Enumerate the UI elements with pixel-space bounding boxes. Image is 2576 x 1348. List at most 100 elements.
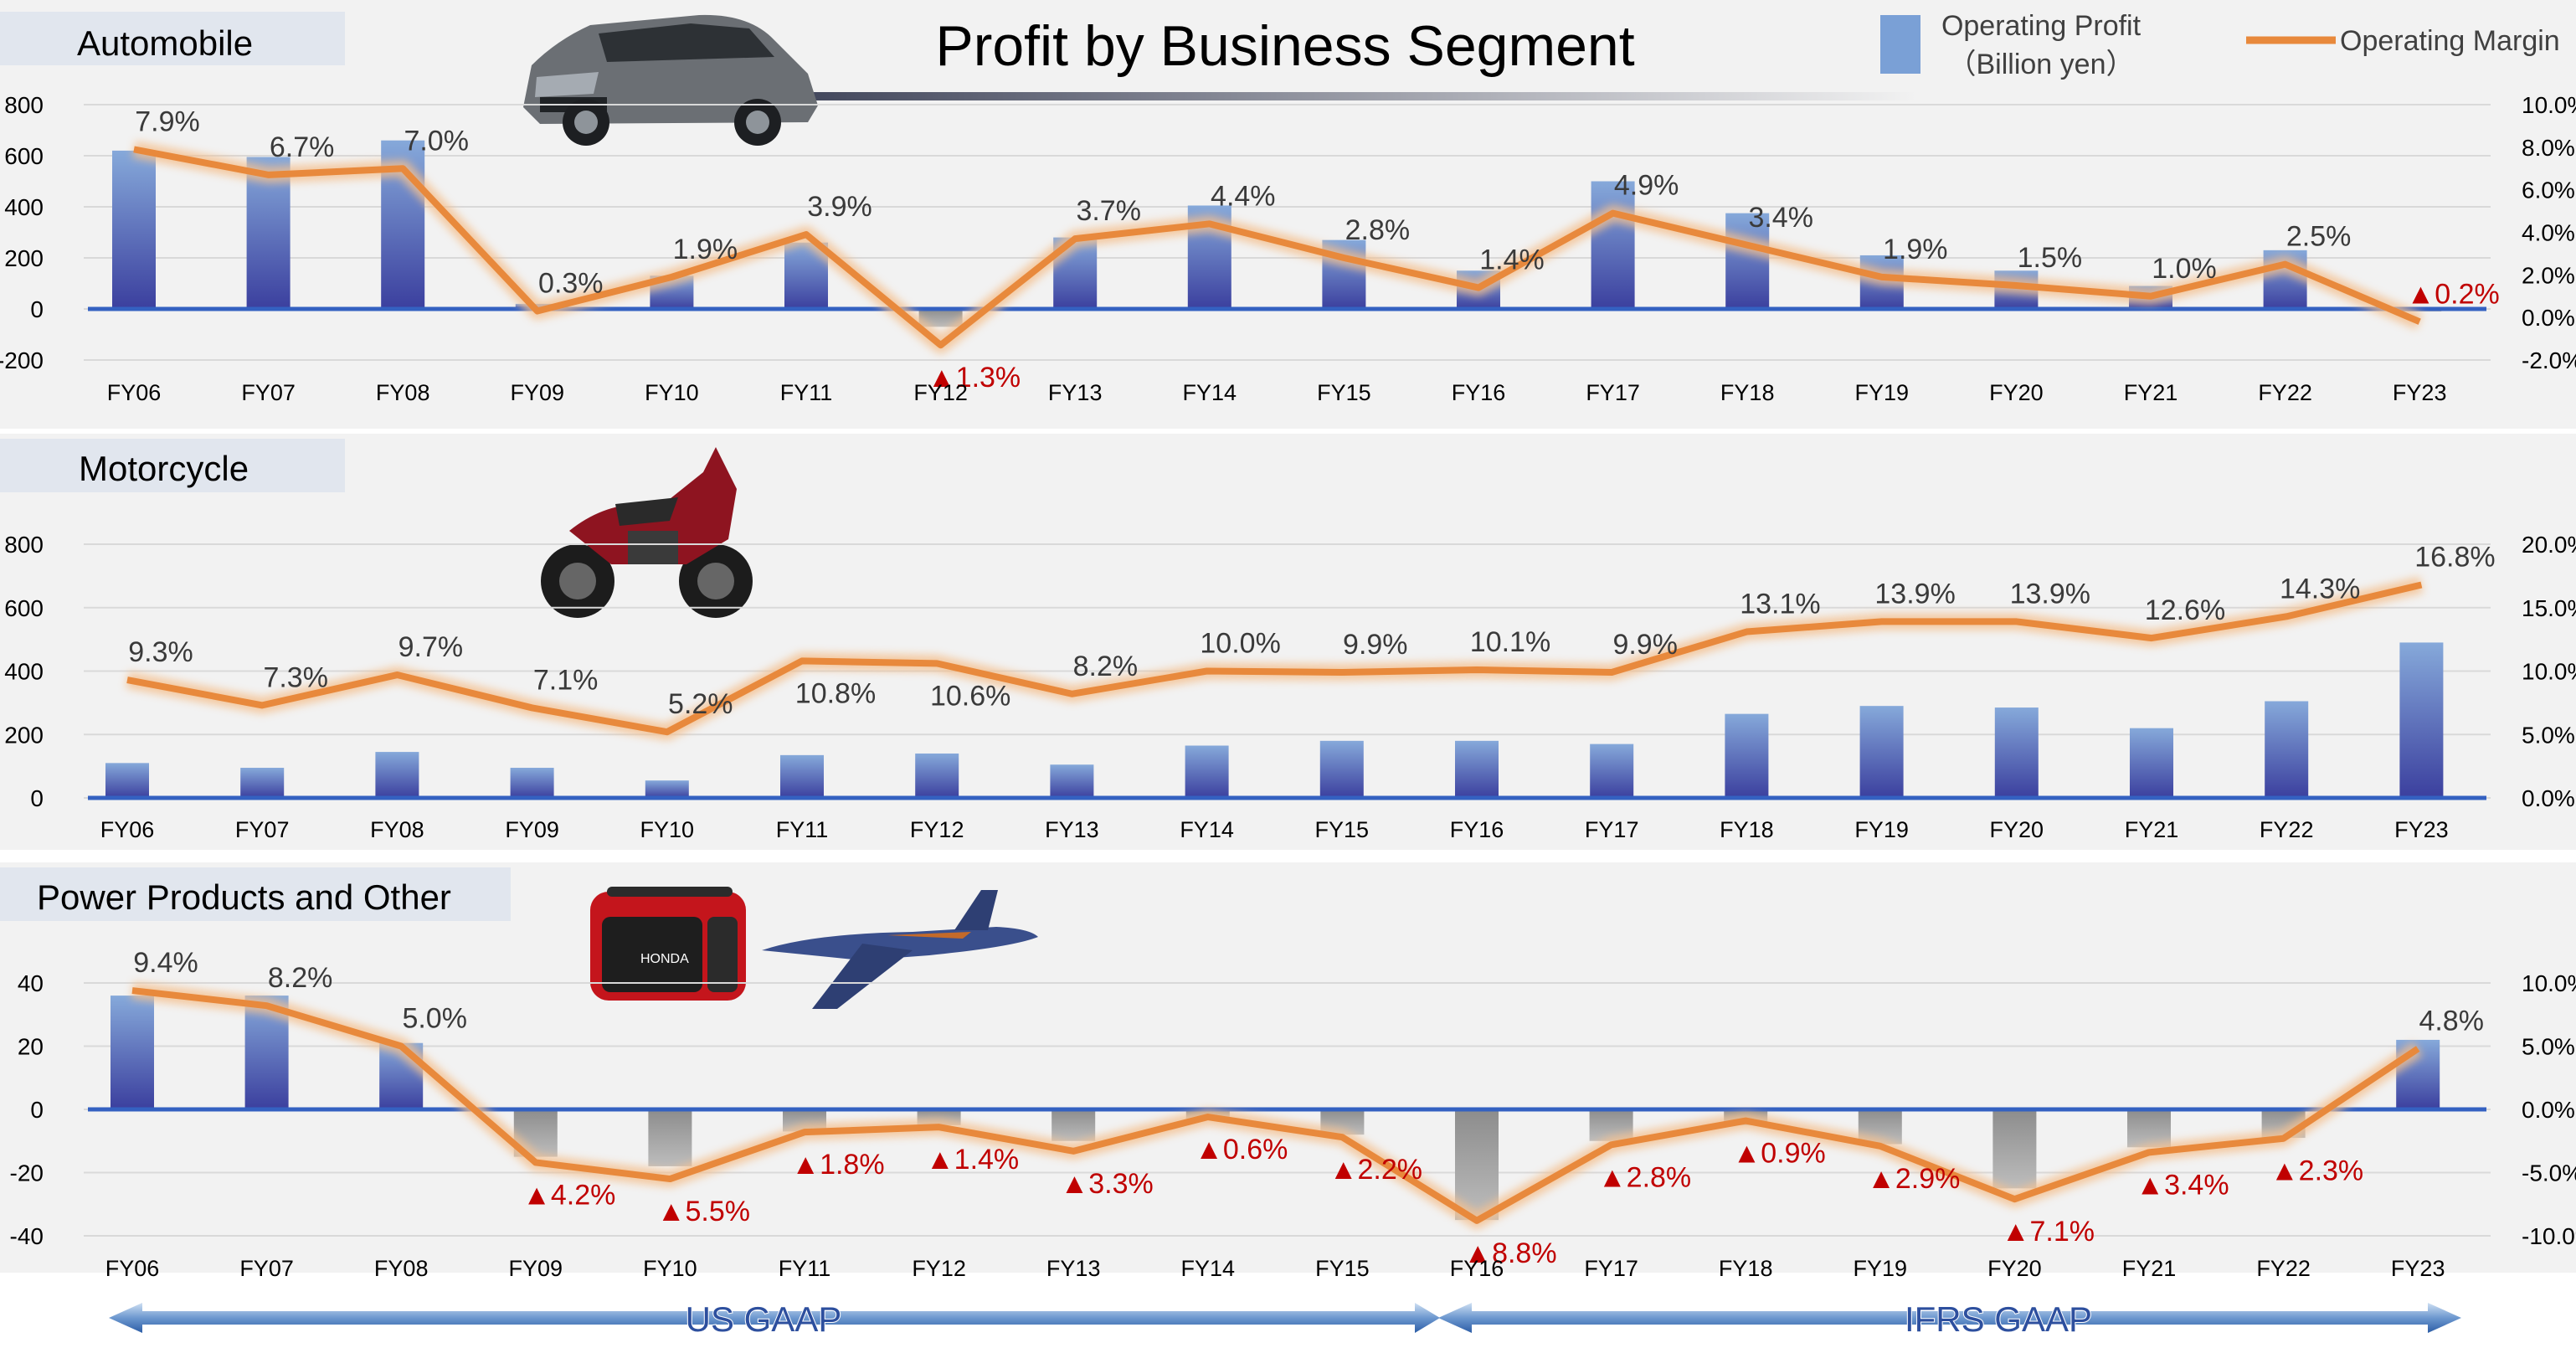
x-tick-FY22: FY22 (2256, 1256, 2311, 1281)
x-tick-FY21: FY21 (2122, 1256, 2177, 1281)
margin-label-FY21: 1.0% (2152, 253, 2217, 285)
x-tick-FY18: FY18 (1719, 1256, 1773, 1281)
margin-label-FY11: 3.9% (807, 191, 872, 223)
legend-bar-label: Operating Profit (1941, 10, 2142, 42)
margin-label-FY12: ▲1.4% (926, 1144, 1019, 1176)
margin-label-FY14: 10.0% (1200, 628, 1280, 660)
bar-FY20 (1992, 1109, 2037, 1189)
y-tick-right: 10.0% (2522, 659, 2576, 685)
margin-label-FY15: 2.8% (1345, 214, 1411, 246)
x-tick-FY12: FY12 (912, 1256, 966, 1281)
x-tick-FY13: FY13 (1048, 380, 1103, 405)
bar-FY15 (1319, 740, 1364, 798)
x-tick-FY20: FY20 (1989, 380, 2044, 405)
x-tick-FY19: FY19 (1855, 380, 1910, 405)
y-tick-right: 0.0% (2522, 1097, 2575, 1123)
margin-label-FY17: 4.9% (1614, 170, 1679, 202)
x-tick-FY11: FY11 (776, 817, 829, 842)
margin-label-FY10: 5.2% (668, 688, 733, 720)
x-tick-FY12: FY12 (910, 817, 964, 842)
bar-FY17 (1591, 181, 1635, 309)
motorcycle-icon (541, 447, 753, 618)
margin-label-FY17: ▲2.8% (1598, 1161, 1691, 1193)
chart-2: 40 20 0 -20 -40 10.0% 5.0% 0.0% -5.0% -10.0% 9.4% 8… (10, 947, 2576, 1281)
y-tick-right: 6.0% (2522, 178, 2575, 203)
x-tick-FY15: FY15 (1315, 1256, 1370, 1281)
suv-car-icon (523, 14, 818, 146)
bar-FY10 (645, 780, 689, 798)
margin-label-FY18: 3.4% (1748, 202, 1813, 234)
x-tick-FY20: FY20 (1987, 1256, 2042, 1281)
margin-label-FY16: 10.1% (1470, 626, 1550, 658)
margin-label-FY09: 0.3% (538, 268, 604, 300)
margin-label-FY20: 13.9% (2010, 578, 2090, 610)
margin-label-FY12: ▲1.3% (928, 362, 1021, 394)
margin-label-FY16: 1.4% (1479, 244, 1545, 276)
svg-text:HONDA: HONDA (640, 952, 689, 966)
legend-bar-unit: （Billion yen） (1948, 49, 2135, 80)
bar-FY08 (375, 752, 419, 798)
y-tick-left: 800 (4, 532, 44, 558)
y-tick-left: 0 (30, 1097, 44, 1123)
title-underline (753, 92, 1917, 100)
bar-FY17 (1590, 743, 1634, 798)
margin-label-FY23: 16.8% (2414, 541, 2495, 573)
margin-label-FY08: 5.0% (402, 1003, 467, 1035)
x-tick-FY14: FY14 (1180, 817, 1234, 842)
y-tick-right: 8.0% (2522, 135, 2575, 161)
margin-label-FY19: ▲2.9% (1867, 1163, 1960, 1195)
margin-label-FY13: 8.2% (1073, 651, 1139, 682)
margin-label-FY12: 10.6% (930, 680, 1010, 712)
x-tick-FY09: FY09 (509, 1256, 563, 1281)
margin-label-FY10: ▲5.5% (657, 1196, 750, 1227)
x-tick-FY19: FY19 (1854, 817, 1909, 842)
y-tick-right: -5.0% (2522, 1160, 2576, 1186)
power-products-title-tab (0, 867, 511, 921)
margin-label-FY14: ▲0.6% (1195, 1134, 1288, 1165)
margin-label-FY20: 1.5% (2018, 242, 2083, 274)
x-tick-FY15: FY15 (1317, 380, 1371, 405)
chart-1: 800 600 400 200 0 20.0% 15.0% 10.0% 5.0% 0.0% 9.3%… (4, 532, 2576, 842)
margin-label-FY21: 12.6% (2145, 594, 2225, 626)
automobile-title-tab (0, 12, 345, 65)
margin-label-FY13: 3.7% (1076, 195, 1141, 227)
bar-FY12 (915, 753, 959, 798)
y-tick-left: 400 (4, 659, 44, 685)
x-tick-FY19: FY19 (1854, 1256, 1908, 1281)
y-tick-left: 40 (18, 970, 44, 996)
x-tick-FY06: FY06 (105, 1256, 160, 1281)
y-tick-left: -200 (0, 347, 44, 373)
x-tick-FY23: FY23 (2394, 817, 2449, 842)
us-gaap-arrow (109, 1303, 1440, 1333)
power-products-title: Power Products and Other (37, 877, 451, 917)
x-tick-FY07: FY07 (235, 817, 290, 842)
y-tick-left: 600 (4, 143, 44, 169)
bar-FY23 (2399, 642, 2444, 798)
x-tick-FY11: FY11 (779, 1256, 831, 1281)
margin-label-FY09: 7.1% (533, 664, 599, 696)
margin-label-FY06: 9.3% (128, 636, 193, 668)
x-tick-FY22: FY22 (2258, 380, 2312, 405)
margin-label-FY17: 9.9% (1612, 629, 1678, 661)
y-tick-left: -20 (10, 1160, 44, 1186)
margin-label-FY15: 9.9% (1343, 629, 1408, 661)
y-tick-right: 5.0% (2522, 1034, 2575, 1060)
margin-label-FY08: 7.0% (404, 125, 469, 157)
bar-FY06 (105, 763, 149, 798)
x-tick-FY09: FY09 (511, 380, 565, 405)
bar-FY21 (2130, 728, 2173, 798)
x-tick-FY11: FY11 (780, 380, 833, 405)
bar-FY20 (1994, 707, 2039, 798)
margin-label-FY18: ▲0.9% (1733, 1138, 1826, 1170)
x-tick-FY17: FY17 (1584, 1256, 1638, 1281)
x-tick-FY16: FY16 (1452, 380, 1506, 405)
x-tick-FY09: FY09 (505, 817, 559, 842)
margin-line (126, 581, 2423, 736)
margin-label-FY18: 13.1% (1740, 589, 1820, 620)
x-tick-FY23: FY23 (2391, 1256, 2445, 1281)
x-tick-FY14: FY14 (1181, 1256, 1236, 1281)
y-tick-right: 10.0% (2522, 92, 2576, 118)
x-tick-FY06: FY06 (107, 380, 162, 405)
bar-FY12 (918, 309, 963, 327)
margin-label-FY15: ▲2.2% (1329, 1154, 1422, 1186)
